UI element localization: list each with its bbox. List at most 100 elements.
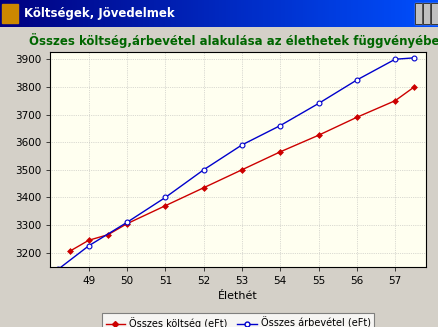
Bar	[131, 0, 134, 27]
Bar	[215, 0, 217, 27]
Bar	[254, 0, 256, 27]
Bar	[193, 0, 195, 27]
Bar	[241, 0, 243, 27]
Bar	[328, 0, 331, 27]
Bar	[118, 0, 120, 27]
Bar	[326, 0, 328, 27]
Bar	[359, 0, 361, 27]
Bar	[324, 0, 326, 27]
Bar	[263, 0, 265, 27]
Bar	[2, 4, 18, 23]
Bar	[412, 0, 414, 27]
Bar	[191, 0, 193, 27]
Bar	[151, 0, 153, 27]
Bar	[204, 0, 206, 27]
Bar	[390, 0, 392, 27]
Bar	[153, 0, 155, 27]
Bar	[107, 0, 110, 27]
Bar	[53, 0, 55, 27]
Bar	[239, 0, 241, 27]
Bar	[407, 0, 410, 27]
Bar	[9, 0, 11, 27]
Bar	[291, 0, 293, 27]
Bar	[383, 0, 385, 27]
Bar	[414, 3, 421, 24]
Bar	[64, 0, 66, 27]
Bar	[197, 0, 199, 27]
Bar	[342, 0, 344, 27]
Bar	[42, 0, 44, 27]
Bar	[212, 0, 215, 27]
Bar	[350, 0, 353, 27]
Bar	[285, 0, 287, 27]
Bar	[171, 0, 173, 27]
Bar	[283, 0, 285, 27]
Bar	[364, 0, 366, 27]
Bar	[355, 0, 357, 27]
Bar	[134, 0, 136, 27]
Bar	[357, 0, 359, 27]
Bar	[59, 0, 61, 27]
Bar	[85, 0, 88, 27]
Bar	[278, 0, 280, 27]
Bar	[92, 0, 94, 27]
Bar	[245, 0, 247, 27]
Bar	[26, 0, 28, 27]
Bar	[145, 0, 147, 27]
Bar	[361, 0, 364, 27]
Bar	[422, 3, 429, 24]
Bar	[337, 0, 339, 27]
Bar	[50, 0, 53, 27]
Bar	[410, 0, 412, 27]
Bar	[353, 0, 355, 27]
Bar	[175, 0, 177, 27]
Bar	[307, 0, 309, 27]
Bar	[289, 0, 291, 27]
Bar	[416, 0, 418, 27]
Bar	[199, 0, 201, 27]
Bar	[377, 0, 379, 27]
Bar	[177, 0, 180, 27]
Bar	[35, 0, 37, 27]
Bar	[201, 0, 204, 27]
Bar	[4, 0, 7, 27]
Bar	[158, 0, 160, 27]
Bar	[221, 0, 223, 27]
Bar	[46, 0, 48, 27]
Bar	[120, 0, 123, 27]
Bar	[13, 0, 15, 27]
Bar	[427, 0, 429, 27]
Bar	[20, 0, 22, 27]
Bar	[110, 0, 112, 27]
Bar	[399, 0, 401, 27]
Bar	[250, 0, 252, 27]
Bar	[422, 3, 429, 24]
Bar	[180, 0, 182, 27]
Bar	[232, 0, 234, 27]
Bar	[318, 0, 320, 27]
Bar	[313, 0, 315, 27]
Bar	[256, 0, 258, 27]
Bar	[414, 0, 416, 27]
Bar	[182, 0, 184, 27]
Bar	[55, 0, 57, 27]
Bar	[274, 0, 276, 27]
Bar	[149, 0, 151, 27]
Bar	[72, 0, 74, 27]
Bar	[333, 0, 335, 27]
Bar	[298, 0, 300, 27]
X-axis label: Élethét: Élethét	[218, 291, 258, 301]
Bar	[136, 0, 138, 27]
Bar	[22, 0, 24, 27]
Bar	[101, 0, 103, 27]
Bar	[164, 0, 166, 27]
Bar	[105, 0, 107, 27]
Bar	[234, 0, 237, 27]
Bar	[0, 0, 2, 27]
Bar	[434, 0, 436, 27]
Bar	[230, 0, 232, 27]
Bar	[430, 3, 437, 24]
Bar	[70, 0, 72, 27]
Bar	[217, 0, 219, 27]
Bar	[18, 0, 20, 27]
